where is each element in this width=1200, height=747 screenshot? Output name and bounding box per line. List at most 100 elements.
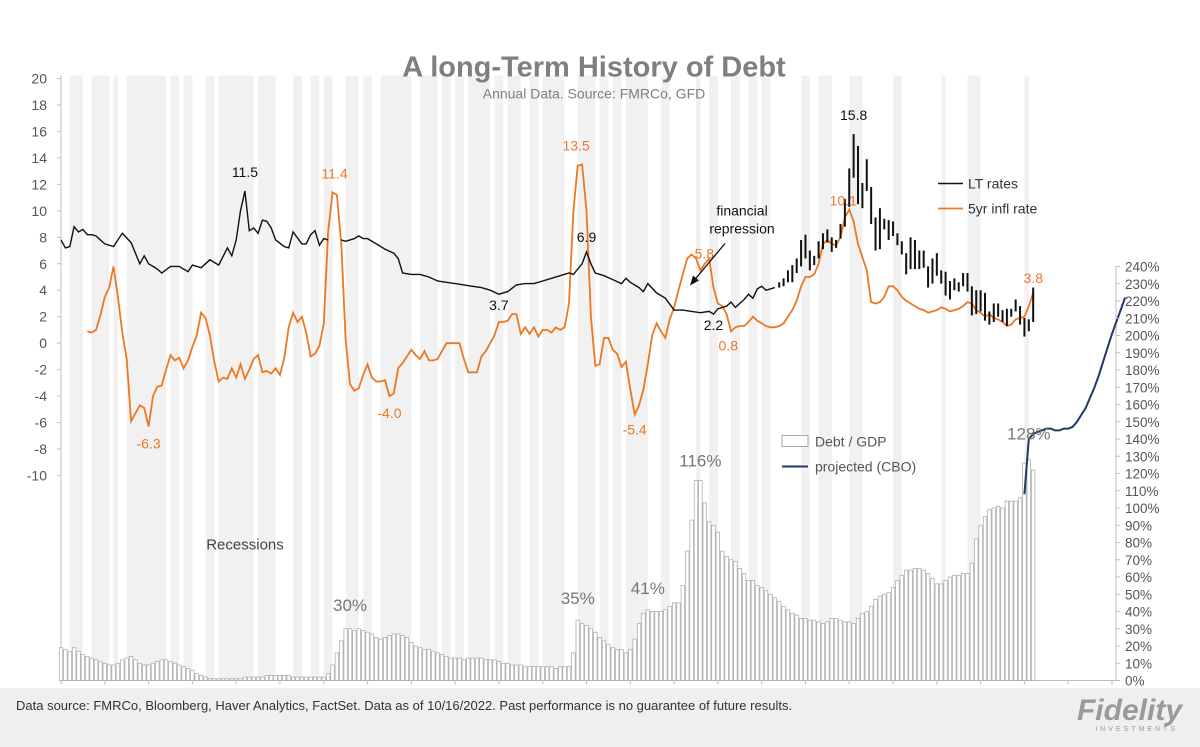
recession-band: [625, 75, 648, 681]
debt-gdp-bar: [641, 612, 646, 681]
debt-gdp-bar: [685, 550, 690, 681]
debt-gdp-bar: [523, 666, 528, 681]
debt-gdp-bar: [339, 640, 344, 681]
recession-band: [310, 75, 320, 681]
debt-gdp-bar: [361, 630, 366, 681]
debt-gdp-bar: [794, 614, 799, 681]
debt-gdp-bar: [413, 645, 418, 681]
debt-gdp-bar: [571, 652, 576, 681]
debt-gdp-bar: [431, 650, 436, 681]
debt-gdp-bar: [212, 678, 217, 681]
recession-band: [507, 75, 521, 681]
debt-gdp-bar: [838, 619, 843, 681]
debt-gdp-bar: [286, 674, 291, 681]
recession-band: [183, 75, 193, 681]
debt-gdp-bar: [404, 637, 410, 681]
debt-gdp-bar: [343, 628, 348, 681]
left-tick-label: -2: [35, 362, 48, 378]
debt-gdp-bar: [111, 664, 116, 681]
debt-gdp-bar: [234, 678, 239, 681]
recession-band: [599, 75, 609, 681]
chart-title: A long-Term History of Debt: [402, 52, 786, 84]
debt-gdp-bar: [247, 676, 252, 681]
debt-gdp-bar: [720, 550, 725, 681]
debt-gdp-bar: [146, 664, 151, 681]
debt-gdp-bar: [536, 666, 541, 681]
debt-gdp-bar: [155, 661, 160, 681]
debt-gdp-bar: [803, 618, 808, 681]
recession-band: [258, 75, 267, 681]
debt-gdp-bar: [798, 618, 804, 681]
debt-gdp-bar: [812, 619, 817, 681]
debt-gdp-bar: [269, 674, 274, 681]
recession-band: [113, 75, 118, 681]
debt-gdp-bar: [365, 631, 370, 681]
debt-gdp-bar: [869, 605, 874, 681]
recession-band: [363, 75, 372, 681]
debt-gdp-bar: [72, 647, 77, 681]
debt-gdp-bar: [409, 642, 414, 681]
debt-gdp-bar: [711, 524, 716, 681]
debt-gdp-bar: [829, 618, 834, 681]
legend-label-debt: Debt / GDP: [815, 434, 887, 450]
debt-gdp-bar: [947, 576, 953, 681]
debt-gdp-bar: [378, 638, 383, 681]
debt-gdp-bar: [899, 574, 904, 681]
debt-gdp-bar: [466, 657, 471, 681]
debt-gdp-bar: [527, 666, 532, 681]
debt-gdp-bar: [549, 666, 554, 681]
debt-gdp-bar: [352, 630, 357, 681]
debt-gdp-bar: [566, 666, 572, 681]
left-tick-label: -4: [35, 388, 48, 404]
footer-note: Data source: FMRCo, Bloomberg, Haver Ana…: [16, 698, 793, 713]
debt-gdp-bar: [925, 573, 931, 681]
debt-gdp-bar: [965, 573, 970, 681]
debt-gdp-bar: [615, 649, 620, 681]
debt-gdp-bar: [203, 676, 208, 681]
debt-gdp-bar: [715, 531, 720, 681]
debt-gdp-bar: [326, 673, 331, 681]
debt-gdp-bar: [939, 583, 944, 681]
right-tick-label: 210%: [1125, 311, 1160, 326]
debt-gdp-bar: [785, 609, 791, 681]
debt-gdp-bar: [956, 574, 961, 681]
legend: LT rates 5yr infl rate Debt / GDP projected…: [781, 176, 1037, 475]
debt-gdp-bar: [260, 676, 265, 681]
debt-gdp-bar: [645, 609, 650, 681]
left-tick-label: 20: [31, 71, 47, 87]
right-tick-label: 180%: [1125, 363, 1160, 378]
debt-gdp-bar: [67, 650, 72, 681]
debt-gdp-bar: [724, 555, 729, 681]
left-tick-label: 6: [39, 256, 47, 272]
debt-gdp-bar: [702, 502, 707, 681]
recession-band: [801, 75, 810, 681]
debt-gdp-bar: [181, 666, 186, 681]
left-tick-label: -6: [35, 415, 48, 431]
debt-gdp-bar: [93, 659, 99, 681]
debt-gdp-bar: [216, 678, 221, 681]
debt-gdp-bar: [150, 662, 156, 681]
debt-gdp-bar: [707, 521, 712, 681]
recession-band: [761, 75, 771, 681]
debt-gdp-bar: [439, 654, 445, 681]
data-label: -6.3: [137, 436, 161, 452]
debt-gdp-bar: [676, 602, 681, 681]
debt-gdp-bar: [934, 583, 939, 681]
debt-gdp-bar: [63, 649, 68, 681]
debt-gdp-bar: [873, 599, 878, 681]
data-label: -5.4: [623, 422, 647, 438]
debt-gdp-bar: [689, 519, 694, 681]
debt-gdp-bar: [825, 621, 830, 681]
debt-gdp-bar: [540, 666, 545, 681]
projected-cbo-series: [1023, 297, 1127, 495]
recession-band: [818, 75, 832, 681]
debt-gdp-bar: [133, 659, 138, 681]
data-label: 6.9: [577, 229, 597, 245]
debt-gdp-bar: [242, 676, 248, 681]
recession-band: [967, 75, 981, 681]
debt-gdp-bar: [860, 612, 865, 681]
debt-gdp-bar: [991, 507, 996, 681]
data-label: 3.8: [1023, 270, 1043, 286]
debt-gdp-bar: [107, 664, 112, 681]
fidelity-logo: Fidelity: [1076, 694, 1182, 727]
